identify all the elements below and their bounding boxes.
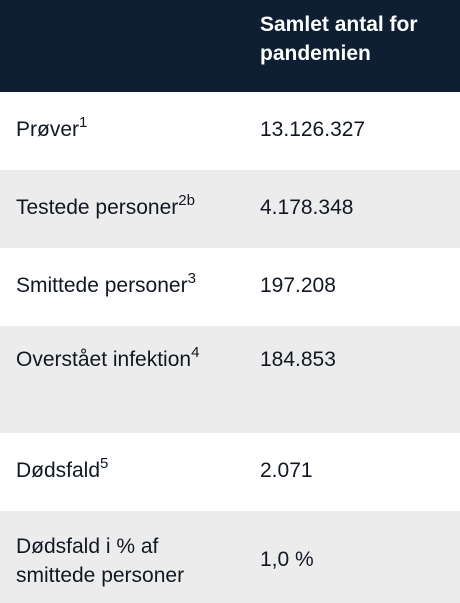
table-row: Prøver1 13.126.327 [0,92,460,170]
row-label: Prøver1 [0,92,244,170]
row-value: 184.853 [260,348,336,371]
row-value: 13.126.327 [260,118,366,141]
row-label: Dødsfald5 [0,433,244,511]
row-label-text: Smittede personer [16,274,188,297]
row-label-text: Dødsfald i % af smittede personer [16,535,185,587]
row-label: Dødsfald i % af smittede personer [0,511,244,603]
row-label-text: Prøver [16,118,79,141]
row-value: 4.178.348 [260,196,354,219]
row-value: 197.208 [260,274,336,297]
row-label-text: Dødsfald [16,459,101,482]
table-row: Dødsfald i % af smittede personer 1,0 % [0,511,460,603]
row-label-text: Overstået infektion [16,348,192,371]
table-header-row: Samlet antal for pandemien [0,0,460,92]
table-row: Dødsfald5 2.071 [0,433,460,511]
footnote-marker: 1 [79,114,88,131]
row-value: 2.071 [260,459,313,482]
label-column-header [0,0,244,92]
value-column-header: Samlet antal for pandemien [260,13,418,65]
table-row: Testede personer2b 4.178.348 [0,170,460,248]
table-row: Smittede personer3 197.208 [0,248,460,326]
table-row: Overstået infektion4 184.853 [0,326,460,433]
row-label: Smittede personer3 [0,248,244,326]
row-label: Overstået infektion4 [0,326,244,433]
footnote-marker: 4 [191,344,200,361]
row-value: 1,0 % [260,548,314,571]
row-label: Testede personer2b [0,170,244,248]
footnote-marker: 5 [100,455,109,472]
row-label-text: Testede personer [16,196,179,219]
footnote-marker: 2b [178,192,195,209]
footnote-marker: 3 [187,270,196,287]
